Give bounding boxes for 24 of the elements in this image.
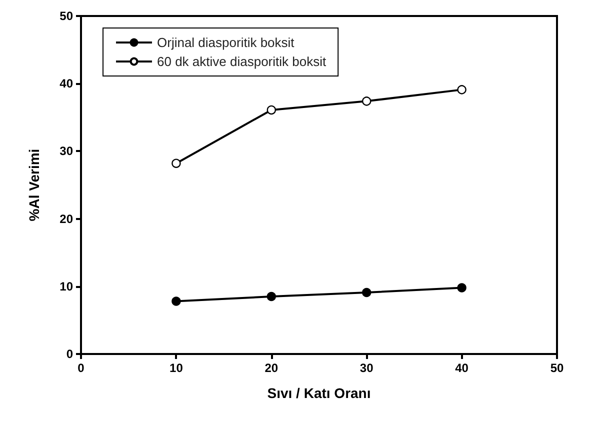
point — [172, 158, 181, 168]
point — [362, 96, 372, 106]
point — [266, 292, 276, 302]
point — [266, 105, 276, 115]
x-tick-label: 0 — [78, 361, 85, 375]
y-tick-label: 40 — [60, 76, 74, 91]
legend-label: 60 dk aktive diasporitik boksit — [157, 54, 326, 69]
x-tick-label: 30 — [360, 361, 374, 375]
x-tick-label: 20 — [264, 361, 278, 375]
x-tick-label: 40 — [455, 361, 469, 375]
y-tick-label: 20 — [60, 212, 74, 226]
x-tick-label: 10 — [170, 361, 184, 375]
y-tick-label: 0 — [66, 347, 74, 361]
point — [362, 288, 372, 298]
x-axis-title: Sıvı / Katı Oranı — [267, 385, 371, 401]
y-tick-label: 10 — [60, 279, 74, 294]
y-axis-title: %Al Verimi — [26, 148, 42, 222]
legend-label: Orjinal diasporitik boksit — [157, 35, 295, 50]
point — [457, 283, 466, 292]
point — [457, 85, 466, 94]
y-tick-label: 30 — [60, 144, 74, 158]
y-tick-label: 50 — [60, 9, 74, 23]
point — [172, 296, 181, 306]
x-tick-label: 50 — [550, 361, 564, 375]
